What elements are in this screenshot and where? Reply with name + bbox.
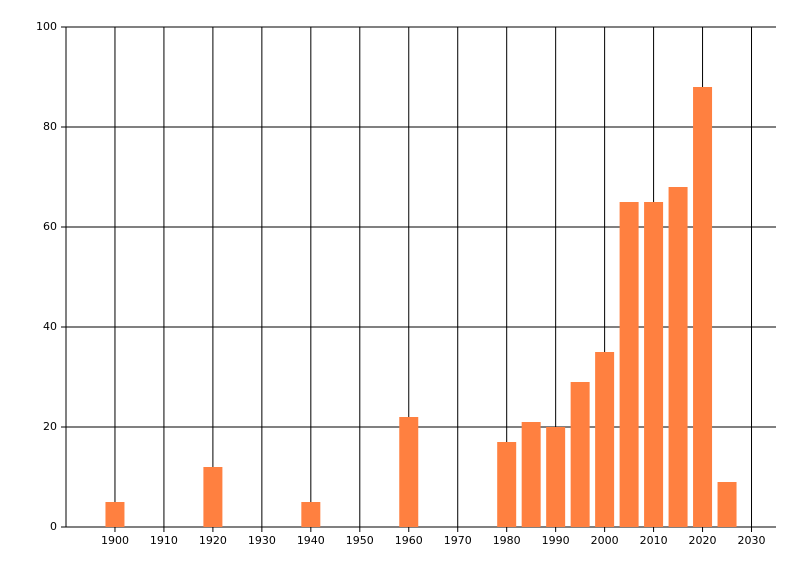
x-tick-label: 1910 <box>150 534 178 547</box>
bar <box>301 502 321 527</box>
bar <box>717 482 737 527</box>
bar <box>668 187 688 527</box>
y-tick-label: 100 <box>36 20 57 33</box>
bar <box>105 502 125 527</box>
bar <box>521 422 541 527</box>
x-tick-label: 2030 <box>738 534 766 547</box>
x-tick-label: 1960 <box>395 534 423 547</box>
bar <box>693 87 713 527</box>
bar <box>546 427 566 527</box>
x-tick-label: 1970 <box>444 534 472 547</box>
y-tick-label: 40 <box>43 320 57 333</box>
x-tick-label: 1920 <box>199 534 227 547</box>
bar <box>203 467 223 527</box>
bar <box>497 442 517 527</box>
bar <box>644 202 664 527</box>
x-tick-label: 1930 <box>248 534 276 547</box>
bar <box>399 417 419 527</box>
x-tick-label: 2010 <box>640 534 668 547</box>
y-tick-label: 80 <box>43 120 57 133</box>
x-tick-label: 2000 <box>591 534 619 547</box>
bar <box>619 202 639 527</box>
y-tick-label: 0 <box>50 520 57 533</box>
y-tick-label: 60 <box>43 220 57 233</box>
bar <box>570 382 590 527</box>
x-tick-label: 1940 <box>297 534 325 547</box>
x-tick-label: 1990 <box>542 534 570 547</box>
x-tick-label: 1980 <box>493 534 521 547</box>
bar <box>595 352 615 527</box>
y-tick-label: 20 <box>43 420 57 433</box>
x-tick-label: 2020 <box>689 534 717 547</box>
x-tick-label: 1900 <box>101 534 129 547</box>
x-tick-label: 1950 <box>346 534 374 547</box>
